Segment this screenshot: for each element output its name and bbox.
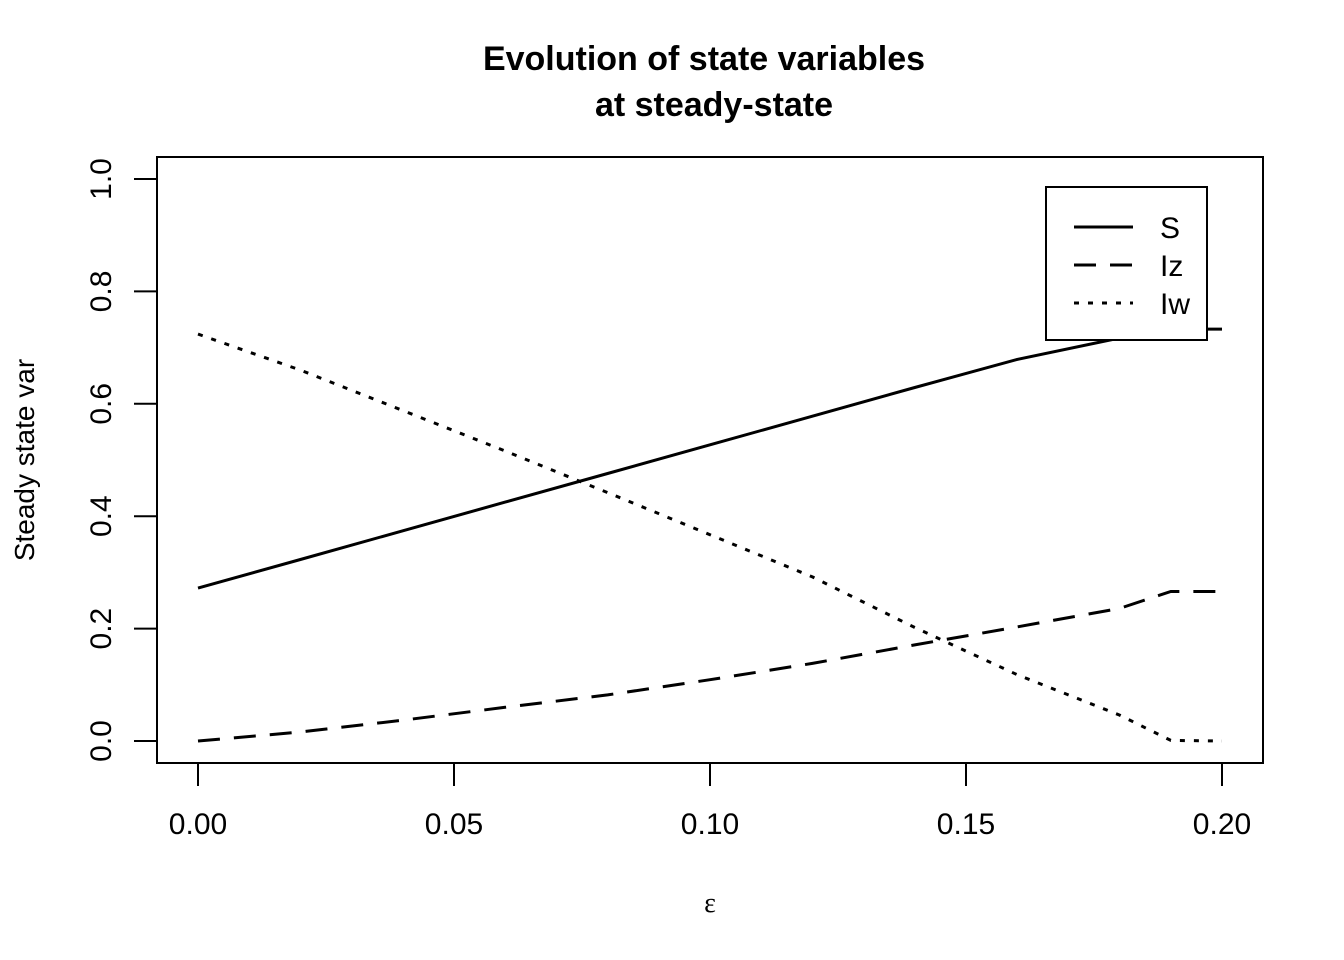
x-axis: 0.00 0.05 0.10 0.15 0.20 <box>169 762 1251 841</box>
legend-label-iz: Iz <box>1160 250 1183 283</box>
x-tick-label: 0.00 <box>169 808 227 841</box>
series-line-s <box>197 327 1222 590</box>
x-tick-label: 0.10 <box>681 808 739 841</box>
x-tick-label: 0.15 <box>937 808 995 841</box>
chart-subtitle: at steady-state <box>595 86 833 124</box>
series-line-iz <box>197 590 1222 743</box>
y-tick-label: 0.4 <box>85 495 118 537</box>
y-tick-label: 0.0 <box>85 720 118 762</box>
y-axis: 0.0 0.2 0.4 0.6 0.8 1.0 <box>85 158 158 762</box>
y-tick-label: 0.6 <box>85 383 118 425</box>
series-line-iw <box>197 332 1223 743</box>
x-tick-label: 0.20 <box>1193 808 1251 841</box>
y-tick-label: 0.2 <box>85 608 118 650</box>
legend: S Iz Iw <box>1045 186 1208 341</box>
y-tick-label: 0.8 <box>85 271 118 313</box>
x-tick-label: 0.05 <box>425 808 483 841</box>
x-axis-label: ε <box>704 888 716 919</box>
legend-label-s: S <box>1160 212 1180 245</box>
legend-label-iw: Iw <box>1160 288 1190 321</box>
series-lines <box>197 327 1223 743</box>
y-tick-label: 1.0 <box>85 158 118 200</box>
legend-items: S Iz Iw <box>1074 212 1190 321</box>
chart-title: Evolution of state variables <box>483 40 925 78</box>
y-axis-label: Steady state var <box>9 359 40 561</box>
